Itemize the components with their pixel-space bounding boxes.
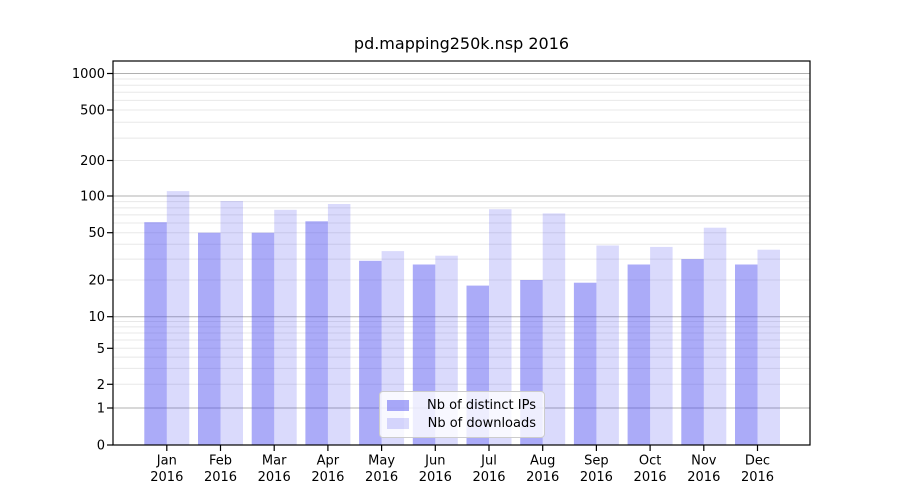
bar-nov-downloads bbox=[703, 227, 727, 445]
x-tick-label-sep: Sep 2016 bbox=[580, 454, 613, 486]
bar-mar-distinct-ips bbox=[251, 232, 275, 445]
x-tick-label-dec: Dec 2016 bbox=[741, 454, 774, 486]
bar-jan-downloads bbox=[166, 191, 190, 445]
x-tick-label-mar: Mar 2016 bbox=[258, 454, 291, 486]
x-tick-label-jun: Jun 2016 bbox=[419, 454, 452, 486]
bar-dec-downloads bbox=[757, 249, 780, 445]
y-tick-label-100: 100 bbox=[80, 190, 105, 205]
legend-swatch-distinct-ips bbox=[387, 399, 409, 411]
bar-aug-downloads bbox=[542, 213, 566, 445]
legend: Nb of distinct IPs Nb of downloads bbox=[379, 391, 545, 438]
legend-label-distinct-ips: Nb of distinct IPs bbox=[427, 397, 536, 413]
chart-title: pd.mapping250k.nsp 2016 bbox=[353, 34, 570, 53]
x-tick-label-jul: Jul 2016 bbox=[472, 454, 505, 486]
x-tick-label-jan: Jan 2016 bbox=[150, 454, 183, 486]
legend-item-downloads: Nb of downloads bbox=[387, 416, 536, 431]
gridlines-minor bbox=[113, 78, 810, 385]
y-tick-label-500: 500 bbox=[80, 104, 105, 119]
bar-nov-distinct-ips bbox=[681, 259, 704, 445]
y-tick-label-1000: 1000 bbox=[72, 67, 105, 82]
x-tick-label-nov: Nov 2016 bbox=[687, 454, 720, 486]
y-tick-label-200: 200 bbox=[80, 154, 105, 169]
bar-oct-downloads bbox=[650, 246, 673, 445]
y-tick-label-20: 20 bbox=[88, 274, 105, 289]
x-tick-label-may: May 2016 bbox=[365, 454, 398, 486]
x-tick-label-apr: Apr 2016 bbox=[311, 454, 344, 486]
bar-jan-distinct-ips bbox=[144, 222, 167, 445]
bar-dec-distinct-ips bbox=[735, 264, 758, 445]
bar-may-distinct-ips bbox=[359, 260, 382, 445]
bar-mar-downloads bbox=[274, 209, 297, 445]
y-tick-label-2: 2 bbox=[97, 378, 105, 393]
legend-item-distinct-ips: Nb of distinct IPs bbox=[387, 398, 536, 413]
bar-apr-downloads bbox=[327, 204, 351, 445]
bar-feb-downloads bbox=[220, 201, 243, 445]
legend-label-downloads: Nb of downloads bbox=[427, 416, 536, 432]
bar-feb-distinct-ips bbox=[198, 232, 221, 445]
bar-apr-distinct-ips bbox=[305, 221, 328, 445]
y-tick-label-0: 0 bbox=[97, 439, 105, 454]
bar-sep-distinct-ips bbox=[573, 282, 597, 445]
bar-oct-distinct-ips bbox=[627, 264, 651, 445]
x-tick-label-oct: Oct 2016 bbox=[634, 454, 667, 486]
bar-sep-downloads bbox=[596, 245, 619, 445]
x-axis-ticks: Jan 2016 Feb 2016 Mar 2016 Apr 2016 May 2016 Jun 20… bbox=[150, 445, 774, 485]
y-tick-label-5: 5 bbox=[97, 342, 105, 357]
x-tick-label-aug: Aug 2016 bbox=[526, 454, 559, 486]
plot-border bbox=[112, 60, 811, 446]
y-tick-label-1: 1 bbox=[97, 402, 105, 417]
bar-jul-downloads bbox=[489, 209, 512, 445]
legend-swatch-downloads bbox=[387, 418, 409, 430]
y-tick-label-50: 50 bbox=[88, 226, 105, 241]
x-tick-label-feb: Feb 2016 bbox=[204, 454, 237, 486]
y-tick-label-10: 10 bbox=[88, 310, 105, 325]
y-axis-ticks: 0 1 2 5 10 20 50 100 200 500 1000 bbox=[72, 67, 113, 454]
